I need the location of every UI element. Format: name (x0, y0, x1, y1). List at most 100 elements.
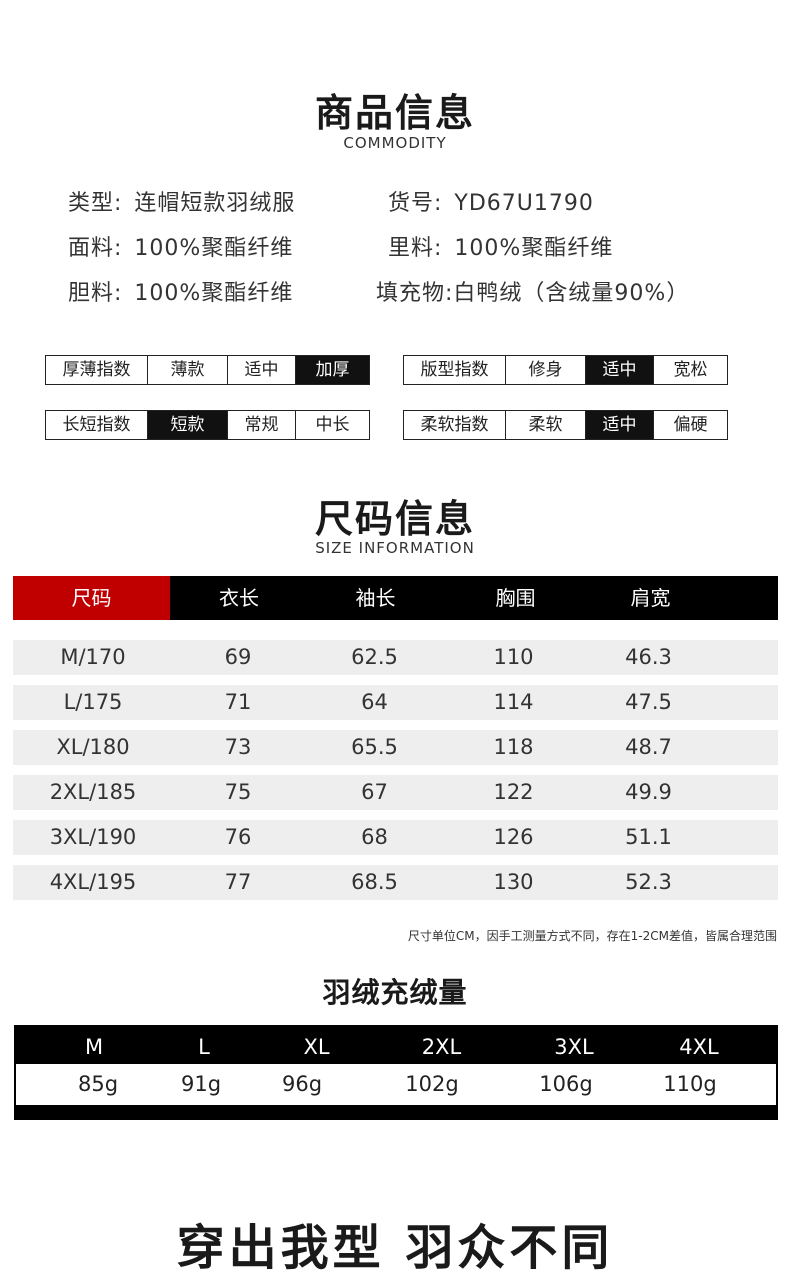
info-type: 类型: 连帽短款羽绒服 (68, 185, 295, 217)
header-sleeve: 袖长 (355, 586, 396, 610)
fit-option-slim: 修身 (506, 356, 586, 384)
table-row: 4XL/195 77 68.5 130 52.3 (13, 865, 778, 900)
cell-size: 4XL/195 (49, 870, 137, 894)
thickness-option-medium: 适中 (228, 356, 296, 384)
size-table-header: 尺码 衣长 袖长 胸围 肩宽 (13, 576, 778, 620)
length-option-short: 短款 (148, 411, 228, 439)
thickness-index-label: 厚薄指数 (46, 356, 148, 384)
down-size-l: L (198, 1035, 210, 1059)
cell-sleeve: 68.5 (351, 870, 398, 894)
header-shoulder: 肩宽 (630, 586, 671, 610)
info-lining: 里料: 100%聚酯纤维 (388, 230, 613, 262)
header-chest: 胸围 (495, 586, 536, 610)
header-size: 尺码 (13, 576, 170, 620)
fabric-label: 面料: (68, 236, 123, 261)
cell-length: 69 (224, 645, 252, 669)
fit-index-label: 版型指数 (404, 356, 506, 384)
cell-sleeve: 68 (361, 825, 388, 849)
softness-option-stiff: 偏硬 (673, 415, 708, 435)
sku-label: 货号: (388, 191, 443, 216)
down-size-2xl: 2XL (421, 1035, 462, 1059)
header-length: 衣长 (219, 586, 259, 610)
liner-label: 胆料: (68, 281, 123, 306)
cell-chest: 114 (493, 690, 534, 714)
down-fill-values: 85g 91g 96g 102g 106g 110g (16, 1064, 776, 1105)
cell-size: L/175 (63, 690, 123, 714)
fabric-value: 100%聚酯纤维 (134, 236, 294, 261)
cell-shoulder: 52.3 (625, 870, 672, 894)
liner-value: 100%聚酯纤维 (134, 281, 294, 306)
table-row: 3XL/190 76 68 126 51.1 (13, 820, 778, 855)
table-row: L/175 71 64 114 47.5 (13, 685, 778, 720)
slogan: 穿出我型 羽众不同 (176, 1220, 614, 1276)
cell-chest: 122 (493, 780, 534, 804)
info-liner: 胆料: 100%聚酯纤维 (68, 275, 293, 307)
down-fill-title: 羽绒充绒量 (322, 976, 468, 1009)
down-value-l: 91g (180, 1072, 222, 1096)
down-value-xl: 96g (281, 1072, 323, 1096)
thickness-option-thick: 加厚 (296, 356, 369, 384)
cell-length: 71 (224, 690, 252, 714)
length-option-midlength: 中长 (315, 415, 350, 435)
cell-length: 73 (224, 735, 252, 759)
commodity-title: 商品信息 (314, 91, 475, 135)
filling-value: 白鸭绒（含绒量90%） (453, 281, 690, 306)
sku-value: YD67U1790 (454, 191, 594, 216)
length-index: 长短指数 短款 常规 中长 (45, 410, 370, 440)
fit-index: 版型指数 修身 适中 宽松 (403, 355, 728, 385)
cell-size: M/170 (60, 645, 126, 669)
cell-size: XL/180 (56, 735, 130, 759)
lining-value: 100%聚酯纤维 (454, 236, 614, 261)
fit-option-loose: 宽松 (673, 360, 708, 380)
table-row: 2XL/185 75 67 122 49.9 (13, 775, 778, 810)
softness-option-soft: 柔软 (506, 411, 586, 439)
cell-chest: 126 (493, 825, 534, 849)
softness-index: 柔软指数 柔软 适中 偏硬 (403, 410, 728, 440)
cell-sleeve: 67 (361, 780, 388, 804)
cell-length: 75 (224, 780, 252, 804)
size-info-title: 尺码信息 (314, 497, 475, 541)
info-fabric: 面料: 100%聚酯纤维 (68, 230, 293, 262)
cell-shoulder: 46.3 (625, 645, 672, 669)
down-value-2xl: 102g (405, 1072, 459, 1096)
down-value-3xl: 106g (539, 1072, 593, 1096)
cell-size: 3XL/190 (49, 825, 137, 849)
info-sku: 货号: YD67U1790 (388, 185, 594, 217)
softness-option-medium: 适中 (586, 411, 654, 439)
table-row: XL/180 73 65.5 118 48.7 (13, 730, 778, 765)
length-index-label: 长短指数 (46, 411, 148, 439)
cell-shoulder: 49.9 (625, 780, 672, 804)
cell-shoulder: 51.1 (625, 825, 672, 849)
filling-label: 填充物: (376, 281, 454, 306)
type-label: 类型: (68, 191, 123, 216)
cell-size: 2XL/185 (49, 780, 137, 804)
down-size-3xl: 3XL (554, 1035, 594, 1059)
thickness-index: 厚薄指数 薄款 适中 加厚 (45, 355, 370, 385)
cell-length: 77 (224, 870, 252, 894)
type-value: 连帽短款羽绒服 (134, 191, 296, 216)
cell-chest: 110 (493, 645, 534, 669)
down-size-4xl: 4XL (679, 1035, 719, 1059)
down-size-xl: XL (303, 1035, 330, 1059)
down-fill-header: M L XL 2XL 3XL 4XL (14, 1027, 778, 1067)
info-filling: 填充物:白鸭绒（含绒量90%） (376, 275, 689, 307)
cell-shoulder: 48.7 (625, 735, 672, 759)
lining-label: 里料: (388, 236, 443, 261)
cell-sleeve: 65.5 (351, 735, 398, 759)
commodity-subtitle: COMMODITY (343, 134, 447, 152)
thickness-option-thin: 薄款 (148, 356, 228, 384)
fit-option-regular: 适中 (586, 356, 654, 384)
softness-index-label: 柔软指数 (404, 411, 506, 439)
length-option-regular: 常规 (228, 411, 296, 439)
cell-sleeve: 62.5 (351, 645, 398, 669)
cell-sleeve: 64 (361, 690, 388, 714)
size-info-subtitle: SIZE INFORMATION (315, 539, 475, 557)
cell-chest: 118 (493, 735, 534, 759)
table-row: M/170 69 62.5 110 46.3 (13, 640, 778, 675)
size-note: 尺寸单位CM，因手工测量方式不同，存在1-2CM差值，皆属合理范围 (407, 929, 777, 943)
down-value-4xl: 110g (663, 1072, 717, 1096)
cell-shoulder: 47.5 (625, 690, 672, 714)
down-size-m: M (84, 1035, 104, 1059)
cell-chest: 130 (493, 870, 534, 894)
cell-length: 76 (224, 825, 252, 849)
